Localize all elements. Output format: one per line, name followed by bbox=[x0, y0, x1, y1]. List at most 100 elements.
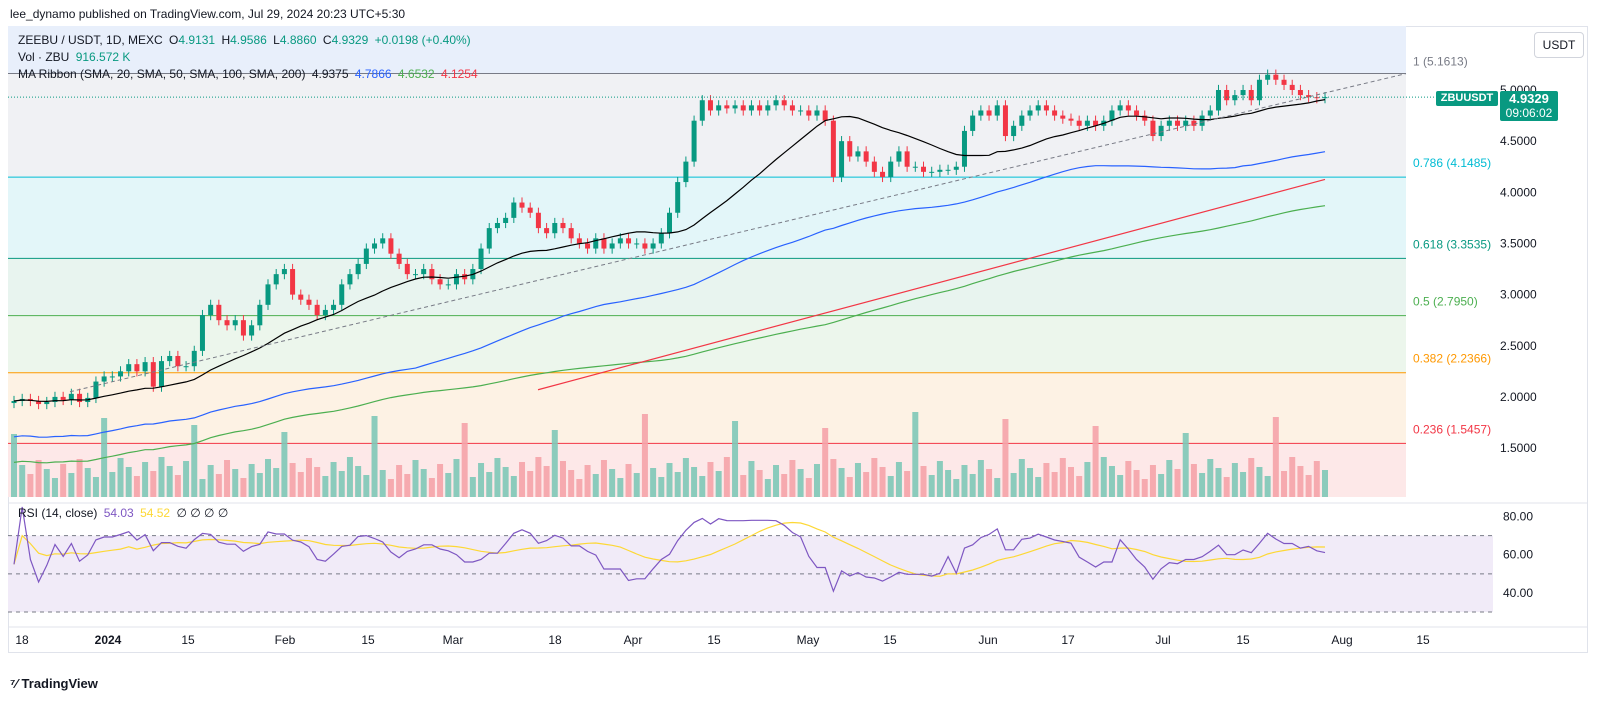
rsi-tick-label: 80.00 bbox=[1503, 510, 1533, 524]
volume-bar bbox=[928, 475, 935, 497]
candle-body bbox=[1076, 120, 1082, 126]
fib-label-1: 1 (5.1613) bbox=[1413, 54, 1468, 68]
candle-body bbox=[716, 105, 722, 111]
volume-bar bbox=[1141, 479, 1148, 497]
candle-body bbox=[1068, 118, 1074, 121]
rsi-band bbox=[8, 535, 1493, 612]
last-price-tag: 4.9329 09:06:02 bbox=[1500, 91, 1558, 121]
price-tick-label: 4.5000 bbox=[1500, 134, 1537, 148]
currency-button[interactable]: USDT bbox=[1534, 32, 1584, 58]
volume-bar bbox=[1190, 464, 1197, 497]
candle-body bbox=[953, 166, 959, 170]
volume-bar bbox=[158, 457, 165, 497]
volume-bar bbox=[1059, 458, 1066, 497]
candle-body bbox=[290, 269, 296, 295]
volume-bar bbox=[76, 459, 83, 497]
candle-body bbox=[740, 105, 746, 111]
volume-bar bbox=[1027, 468, 1034, 497]
volume-bar bbox=[691, 467, 698, 497]
candle-body bbox=[1289, 84, 1295, 90]
volume-bar bbox=[453, 459, 460, 497]
volume-bar bbox=[125, 467, 132, 497]
ma-ribbon-legend: MA Ribbon (SMA, 20, SMA, 50, SMA, 100, S… bbox=[18, 66, 481, 83]
candle-body bbox=[798, 110, 804, 112]
candle-body bbox=[388, 238, 394, 254]
volume-bar bbox=[830, 459, 837, 497]
volume-bar bbox=[486, 472, 493, 497]
candle-body bbox=[298, 294, 304, 300]
volume-bar bbox=[174, 475, 181, 497]
candle-body bbox=[36, 400, 42, 405]
volume-label: Vol · ZBU bbox=[18, 50, 70, 64]
candle-body bbox=[77, 393, 83, 403]
volume-bar bbox=[543, 466, 550, 497]
candle-body bbox=[961, 130, 967, 167]
candle-body bbox=[1142, 115, 1148, 121]
footer-brand-label: TradingView bbox=[21, 676, 98, 691]
candle-body bbox=[535, 212, 541, 229]
symbol-label: ZEEBU / USDT, 1D, MEXC bbox=[18, 33, 163, 47]
candle-body bbox=[1265, 74, 1271, 80]
candle-body bbox=[167, 355, 173, 362]
volume-bar bbox=[838, 468, 845, 497]
candle-body bbox=[1232, 95, 1238, 101]
candle-body bbox=[814, 110, 820, 116]
volume-bar bbox=[387, 479, 394, 497]
candle-body bbox=[453, 274, 459, 285]
volume-bar bbox=[805, 478, 812, 497]
volume-bar bbox=[412, 460, 419, 497]
ma100-line bbox=[13, 205, 1326, 464]
volume-bar bbox=[1248, 458, 1255, 497]
volume-bar bbox=[92, 477, 99, 497]
volume-bar bbox=[404, 474, 411, 497]
volume-bar bbox=[576, 479, 583, 497]
volume-bar bbox=[600, 460, 607, 497]
volume-bar bbox=[887, 476, 894, 497]
candle-body bbox=[724, 105, 730, 109]
candle-body bbox=[380, 238, 386, 244]
volume-bar bbox=[1305, 475, 1312, 497]
volume-bar bbox=[920, 466, 927, 497]
candle-body bbox=[699, 100, 705, 121]
candle-body bbox=[1093, 120, 1099, 126]
rsi-ma-line bbox=[13, 521, 1326, 577]
volume-bar bbox=[27, 474, 34, 497]
volume-bar bbox=[1231, 463, 1238, 497]
volume-bar bbox=[1281, 471, 1288, 497]
volume-bar bbox=[650, 468, 657, 497]
volume-bar bbox=[396, 465, 403, 497]
candle-body bbox=[224, 320, 230, 326]
candle-body bbox=[781, 100, 787, 106]
candle-body bbox=[642, 243, 648, 249]
volume-bar bbox=[461, 423, 468, 497]
candle-body bbox=[912, 166, 918, 168]
volume-bar bbox=[248, 464, 255, 497]
volume-bar bbox=[346, 457, 353, 497]
time-axis-label: 15 bbox=[883, 633, 897, 647]
candle-body bbox=[1175, 120, 1181, 126]
candle-body bbox=[1240, 90, 1246, 96]
volume-bar bbox=[133, 476, 140, 497]
candle-body bbox=[945, 169, 951, 171]
candle-body bbox=[257, 304, 263, 326]
volume-bar bbox=[1067, 467, 1074, 497]
time-axis-label: 18 bbox=[15, 633, 29, 647]
candle-body bbox=[134, 364, 140, 372]
candle-body bbox=[675, 182, 681, 213]
candle-body bbox=[331, 304, 337, 310]
candle-body bbox=[437, 279, 443, 285]
volume-bar bbox=[617, 478, 624, 497]
volume-bar bbox=[535, 457, 542, 497]
volume-bar bbox=[256, 473, 263, 497]
volume-bar bbox=[379, 470, 386, 497]
high-label: H bbox=[221, 33, 231, 47]
volume-bar bbox=[748, 461, 755, 497]
volume-bar bbox=[1199, 473, 1206, 497]
candle-body bbox=[363, 248, 369, 264]
candle-body bbox=[904, 151, 910, 167]
volume-bar bbox=[109, 472, 116, 497]
volume-bar bbox=[1272, 417, 1279, 497]
candle-body bbox=[412, 274, 418, 276]
candle-body bbox=[1256, 79, 1262, 101]
